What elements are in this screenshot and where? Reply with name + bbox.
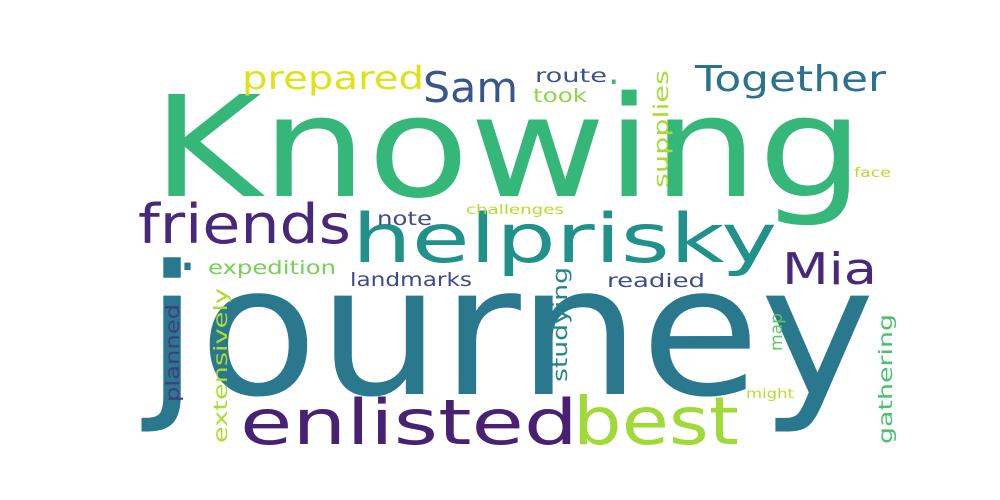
word-period-small: . — [608, 52, 619, 93]
word-sam: Sam — [423, 63, 518, 112]
word-friends: friends — [138, 193, 351, 256]
word-landmarks: landmarks — [350, 269, 472, 291]
word-gathering: gathering — [875, 314, 897, 444]
word-mia: Mia — [782, 244, 877, 295]
word-readied: readied — [607, 270, 705, 292]
word-knowing: Knowing — [152, 67, 864, 230]
word-cloud-words: Knowing journey helprisky friends enlist… — [138, 52, 897, 460]
word-route: route — [535, 65, 607, 87]
word-map: map — [767, 313, 787, 351]
word-took: took — [533, 85, 587, 107]
word-helprisky: helprisky — [352, 200, 777, 279]
word-challenges: challenges — [466, 203, 564, 218]
word-best: best — [573, 383, 739, 460]
word-prepared: prepared — [242, 59, 424, 97]
word-journey: journey — [141, 228, 875, 437]
word-studying: studying — [548, 267, 572, 382]
word-face: face — [854, 166, 891, 181]
word-supplies: supplies — [649, 70, 673, 188]
word-together: Together — [694, 59, 886, 100]
word-planned: planned — [162, 304, 184, 402]
word-expedition: expedition — [208, 257, 336, 279]
word-might: might — [746, 387, 794, 402]
word-extensively: extensively — [210, 288, 232, 443]
word-enlisted: enlisted — [240, 386, 578, 459]
word-note: note — [377, 208, 432, 230]
word-period-large: . — [178, 215, 197, 285]
